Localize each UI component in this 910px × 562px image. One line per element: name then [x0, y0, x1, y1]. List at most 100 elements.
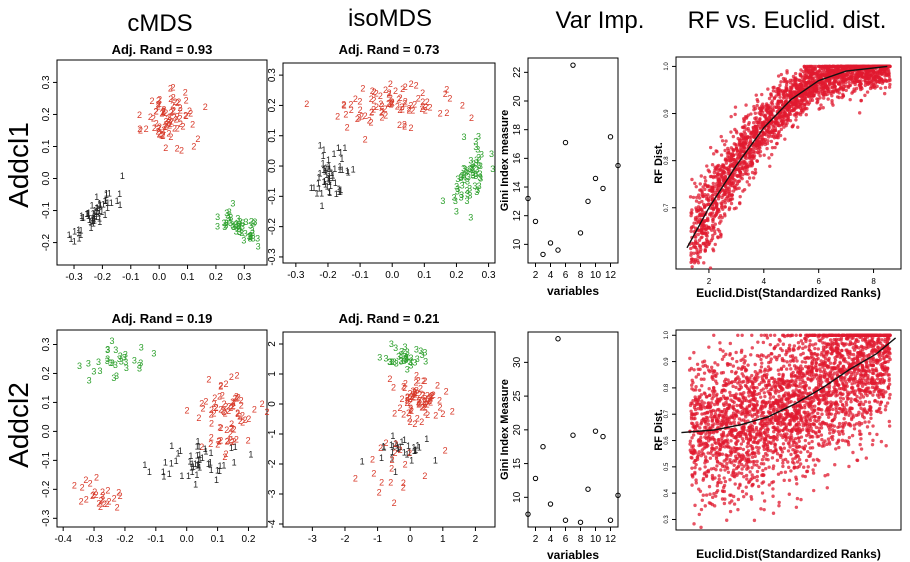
rf-point	[799, 74, 804, 78]
rf-point	[847, 464, 851, 469]
cluster-1-point: 1	[97, 214, 102, 224]
rf-point	[721, 207, 725, 211]
cluster-2-point: 2	[443, 446, 448, 456]
importance-point	[532, 475, 539, 482]
rf-point	[783, 137, 787, 141]
cluster-2-point: 2	[206, 375, 211, 385]
cluster-2-point: 2	[102, 499, 107, 509]
cluster-2-point: 2	[163, 120, 168, 130]
rf-point	[722, 388, 726, 392]
rf-point	[862, 64, 866, 69]
cluster-1-point: 1	[67, 230, 72, 240]
cluster-2-point: 2	[98, 495, 103, 505]
cluster-2-point: 2	[216, 436, 221, 446]
rf-point	[744, 103, 748, 107]
rf-point	[884, 444, 888, 448]
col-title-rf: RF vs. Euclid. dist.	[688, 7, 887, 34]
rf-point	[803, 438, 808, 443]
cluster-1-point: 1	[87, 215, 92, 225]
cluster-3-point: 3	[98, 366, 103, 376]
col-title-cmds: cMDS	[127, 10, 192, 37]
cluster-1-point: 1	[330, 171, 335, 181]
rf-point	[748, 150, 753, 155]
rf-point	[690, 456, 694, 460]
rf-point	[706, 451, 710, 455]
rf-point	[753, 172, 757, 176]
cluster-3-point: 3	[239, 228, 244, 238]
cluster-2-point: 2	[412, 388, 417, 398]
rf-point	[810, 98, 815, 103]
cluster-3-point: 3	[248, 230, 253, 240]
cluster-2-point: 2	[422, 376, 427, 386]
rf-point	[775, 123, 780, 127]
cluster-2-point: 2	[230, 397, 235, 407]
rf-point	[752, 135, 756, 139]
cluster-2-point: 2	[428, 102, 433, 112]
rf-point	[826, 97, 830, 101]
cluster-2-point: 2	[178, 105, 183, 115]
cluster-3-point: 3	[252, 217, 257, 227]
cluster-2-point: 2	[343, 110, 348, 120]
rf-point	[738, 171, 742, 175]
cluster-1-point: 1	[321, 165, 326, 175]
cluster-1-point: 1	[95, 203, 100, 213]
rf-point	[695, 221, 699, 225]
rf-point	[867, 400, 872, 404]
x-tick-label: 2	[473, 534, 479, 545]
rf-point	[698, 212, 702, 217]
cluster-3-point: 3	[227, 207, 232, 217]
x-tick-label: 10	[590, 270, 602, 281]
rf-point	[706, 239, 710, 244]
cluster-1-point: 1	[326, 155, 331, 165]
cluster-2-point: 2	[411, 393, 416, 403]
rf-point	[758, 120, 762, 124]
rf-point	[796, 346, 800, 351]
cluster-2-point: 2	[408, 101, 413, 111]
rf-point	[884, 71, 888, 76]
rf-point	[782, 364, 786, 369]
cluster-3-point: 3	[123, 350, 128, 360]
x-tick-label: 10	[590, 534, 602, 545]
rf-point	[700, 448, 705, 452]
cluster-2-point: 2	[98, 502, 103, 512]
cluster-2-point: 2	[425, 391, 430, 401]
rf-point	[835, 76, 840, 80]
rf-point	[797, 457, 802, 462]
y-tick-label: 0.3	[664, 515, 670, 524]
cluster-2-point: 2	[190, 119, 195, 129]
cluster-2-point: 2	[161, 130, 166, 140]
cluster-2-point: 2	[238, 416, 243, 426]
cluster-3-point: 3	[233, 220, 238, 230]
cluster-2-point: 2	[460, 100, 465, 110]
x-tick-label: 2	[533, 270, 539, 281]
cluster-3-point: 3	[123, 357, 128, 367]
rf-point	[756, 145, 760, 150]
rf-point	[802, 96, 807, 100]
cluster-3-point: 3	[423, 357, 428, 367]
rf-point	[720, 195, 724, 200]
rf-point	[699, 435, 703, 440]
cluster-2-point: 2	[335, 112, 340, 122]
cluster-2-point: 2	[406, 408, 411, 418]
rf-point	[717, 215, 722, 220]
cluster-3-point: 3	[402, 356, 407, 366]
rf-point	[725, 402, 729, 406]
cluster-2-point: 2	[180, 121, 185, 131]
rf-point	[799, 82, 803, 87]
rf-point	[737, 421, 741, 425]
cluster-2-point: 2	[378, 99, 383, 109]
cluster-1-point: 1	[85, 209, 90, 219]
cluster-2-point: 2	[162, 122, 167, 132]
cluster-1-point: 1	[318, 169, 323, 179]
cluster-1-point: 1	[196, 460, 201, 470]
rf-point	[690, 466, 694, 470]
cluster-3-point: 3	[466, 172, 471, 182]
rf-point	[842, 78, 846, 83]
x-tick-label: -0.2	[116, 534, 134, 545]
cluster-1-point: 1	[336, 143, 341, 153]
rf-point	[716, 183, 720, 188]
x-axis-label: variables	[547, 548, 599, 562]
rf-point	[766, 125, 770, 129]
cluster-1-point: 1	[97, 199, 102, 209]
rf-point	[694, 184, 698, 189]
